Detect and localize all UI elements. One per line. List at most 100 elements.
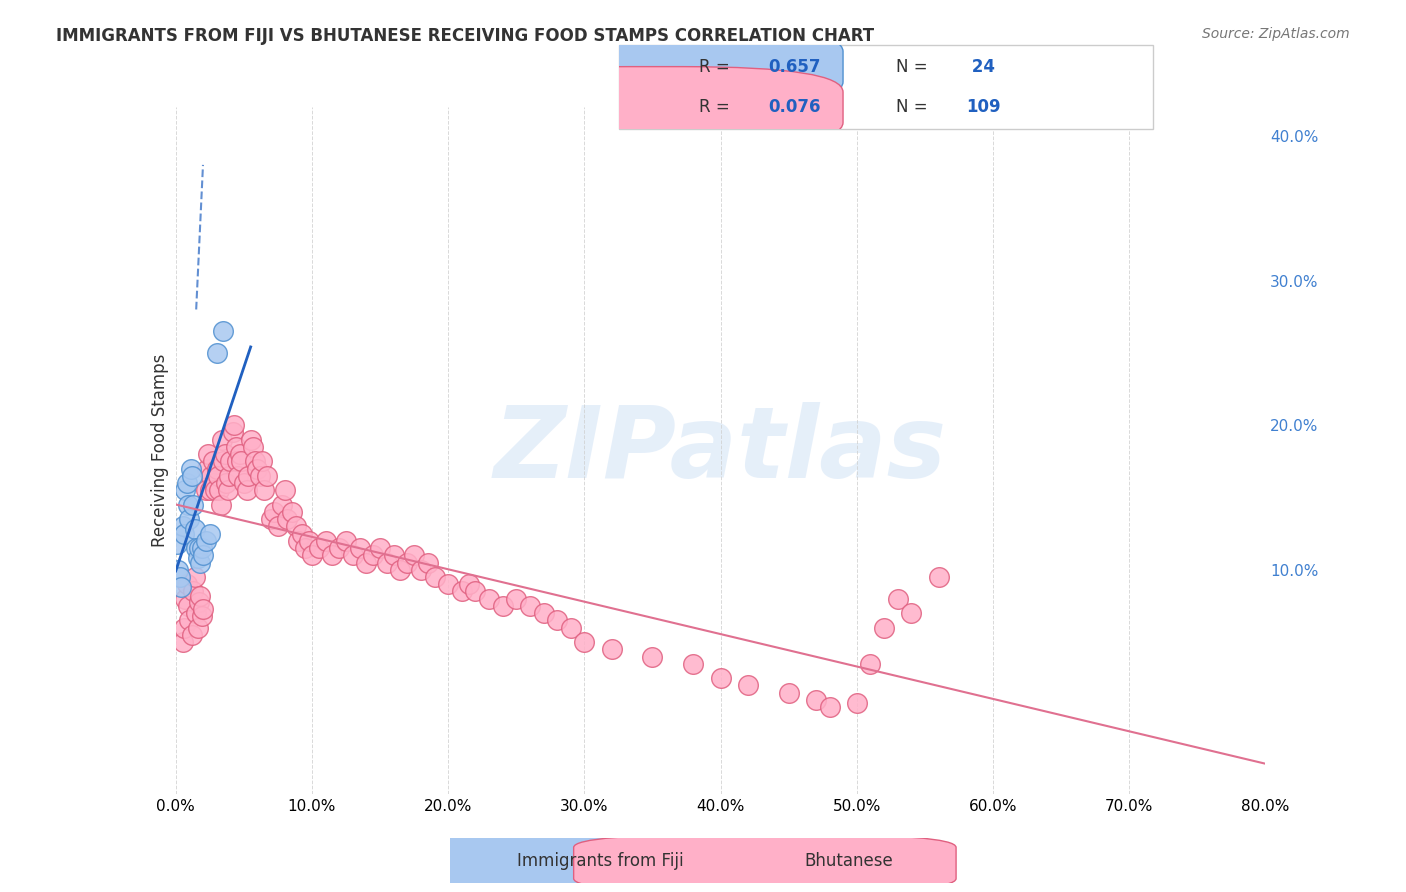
Text: 0.076: 0.076 bbox=[768, 98, 821, 116]
Point bbox=[186, 621, 209, 635]
Point bbox=[235, 483, 257, 498]
Point bbox=[349, 541, 371, 555]
Point bbox=[180, 461, 202, 475]
Point bbox=[172, 635, 194, 649]
Point bbox=[294, 541, 316, 555]
Point bbox=[179, 512, 201, 526]
Point bbox=[194, 483, 217, 498]
Point bbox=[242, 440, 264, 454]
Point bbox=[600, 642, 623, 657]
Point bbox=[191, 549, 214, 563]
Point bbox=[886, 591, 908, 606]
Point bbox=[574, 635, 596, 649]
Point bbox=[212, 454, 235, 468]
Point bbox=[382, 549, 405, 563]
Point bbox=[174, 483, 197, 498]
Point bbox=[315, 533, 337, 548]
Point bbox=[166, 537, 188, 551]
Point bbox=[187, 541, 209, 555]
Point bbox=[190, 609, 212, 624]
Point bbox=[437, 577, 460, 591]
Point bbox=[205, 346, 228, 360]
Point bbox=[201, 454, 224, 468]
Text: N =: N = bbox=[897, 98, 934, 116]
Point bbox=[173, 621, 195, 635]
Point bbox=[198, 483, 221, 498]
Point bbox=[368, 541, 391, 555]
Point bbox=[682, 657, 704, 671]
Point bbox=[202, 475, 225, 490]
Point bbox=[183, 584, 205, 599]
Point bbox=[423, 570, 446, 584]
Point bbox=[195, 461, 218, 475]
Point bbox=[188, 589, 211, 603]
Point bbox=[176, 577, 198, 591]
Point bbox=[197, 447, 219, 461]
Point bbox=[274, 483, 297, 498]
Point bbox=[184, 570, 207, 584]
Point bbox=[253, 483, 276, 498]
Point bbox=[396, 556, 419, 570]
Point bbox=[276, 512, 298, 526]
Point bbox=[186, 541, 208, 555]
Point bbox=[184, 522, 207, 536]
Point bbox=[271, 498, 294, 512]
Point bbox=[321, 549, 343, 563]
Point bbox=[167, 563, 190, 577]
Point bbox=[928, 570, 950, 584]
Point bbox=[301, 549, 323, 563]
Point bbox=[533, 606, 555, 620]
Point bbox=[505, 591, 527, 606]
Point bbox=[287, 533, 309, 548]
Point bbox=[389, 563, 412, 577]
Point bbox=[236, 468, 259, 483]
Point bbox=[183, 498, 205, 512]
Text: 109: 109 bbox=[966, 98, 1001, 116]
Point bbox=[186, 551, 209, 566]
Point bbox=[284, 519, 307, 533]
Point bbox=[188, 556, 211, 570]
Point bbox=[194, 533, 217, 548]
Point bbox=[208, 483, 231, 498]
Point bbox=[200, 468, 222, 483]
FancyBboxPatch shape bbox=[574, 834, 956, 892]
Point bbox=[229, 447, 252, 461]
Point bbox=[181, 628, 204, 642]
Point bbox=[267, 519, 290, 533]
Point bbox=[710, 671, 733, 685]
Point bbox=[492, 599, 515, 613]
FancyBboxPatch shape bbox=[619, 45, 1153, 129]
Point bbox=[249, 468, 271, 483]
Point bbox=[219, 454, 242, 468]
Text: Bhutanese: Bhutanese bbox=[804, 852, 893, 870]
Point bbox=[174, 591, 197, 606]
Point bbox=[641, 649, 664, 664]
Point bbox=[328, 541, 350, 555]
Point bbox=[409, 563, 432, 577]
Point bbox=[214, 447, 236, 461]
Point bbox=[222, 425, 245, 440]
Point bbox=[198, 526, 221, 541]
Point bbox=[256, 468, 278, 483]
Point bbox=[181, 468, 204, 483]
Point bbox=[308, 541, 330, 555]
Text: IMMIGRANTS FROM FIJI VS BHUTANESE RECEIVING FOOD STAMPS CORRELATION CHART: IMMIGRANTS FROM FIJI VS BHUTANESE RECEIV… bbox=[56, 27, 875, 45]
Point bbox=[478, 591, 501, 606]
Point bbox=[224, 418, 246, 433]
Point bbox=[225, 440, 247, 454]
Point bbox=[204, 483, 226, 498]
Point bbox=[859, 657, 882, 671]
Point bbox=[457, 577, 479, 591]
Point bbox=[464, 584, 486, 599]
Point bbox=[737, 678, 759, 692]
Text: N =: N = bbox=[897, 58, 934, 76]
Point bbox=[250, 454, 273, 468]
Point bbox=[900, 606, 922, 620]
Point bbox=[212, 324, 235, 338]
Point bbox=[818, 700, 841, 714]
Point bbox=[231, 454, 253, 468]
Point bbox=[546, 613, 568, 627]
Point bbox=[778, 686, 800, 700]
Point bbox=[172, 519, 194, 533]
Point bbox=[207, 468, 229, 483]
